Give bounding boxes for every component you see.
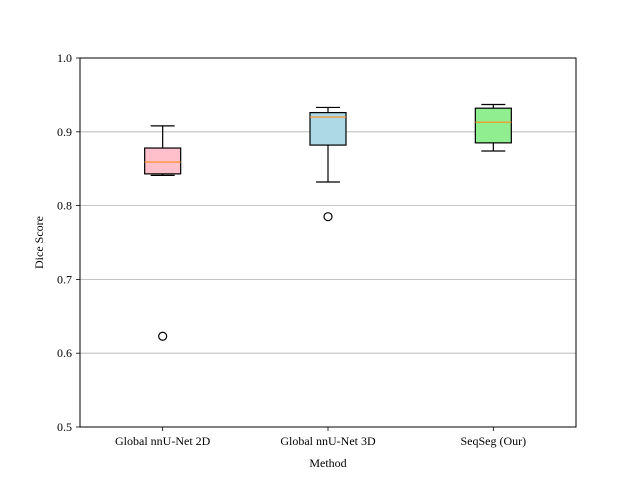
y-tick-label: 0.9 xyxy=(57,125,72,139)
y-tick-label: 0.8 xyxy=(57,199,72,213)
box-1 xyxy=(144,125,182,341)
x-axis-ticks: Global nnU-Net 2D Global nnU-Net 3D SeqSeg… xyxy=(115,427,526,448)
boxes xyxy=(144,103,512,341)
box-iqr xyxy=(144,147,182,175)
x-tick-label: SeqSeg (Our) xyxy=(461,434,527,448)
box-iqr xyxy=(474,107,512,144)
y-tick-label: 0.7 xyxy=(57,272,72,286)
y-tick-label: 0.5 xyxy=(57,420,72,434)
box-2 xyxy=(309,106,347,222)
y-tick-label: 1.0 xyxy=(57,51,72,65)
x-tick-label: Global nnU-Net 3D xyxy=(280,434,376,448)
outlier-point xyxy=(323,212,333,222)
box-iqr xyxy=(309,112,347,146)
y-axis-label: Dice Score xyxy=(32,216,46,269)
x-axis-label: Method xyxy=(309,456,346,470)
x-tick-label: Global nnU-Net 2D xyxy=(115,434,211,448)
y-tick-label: 0.6 xyxy=(57,346,72,360)
box-3 xyxy=(474,103,512,152)
y-axis-ticks: 0.5 0.6 0.7 0.8 0.9 1.0 xyxy=(57,51,80,434)
outlier-point xyxy=(158,331,168,341)
